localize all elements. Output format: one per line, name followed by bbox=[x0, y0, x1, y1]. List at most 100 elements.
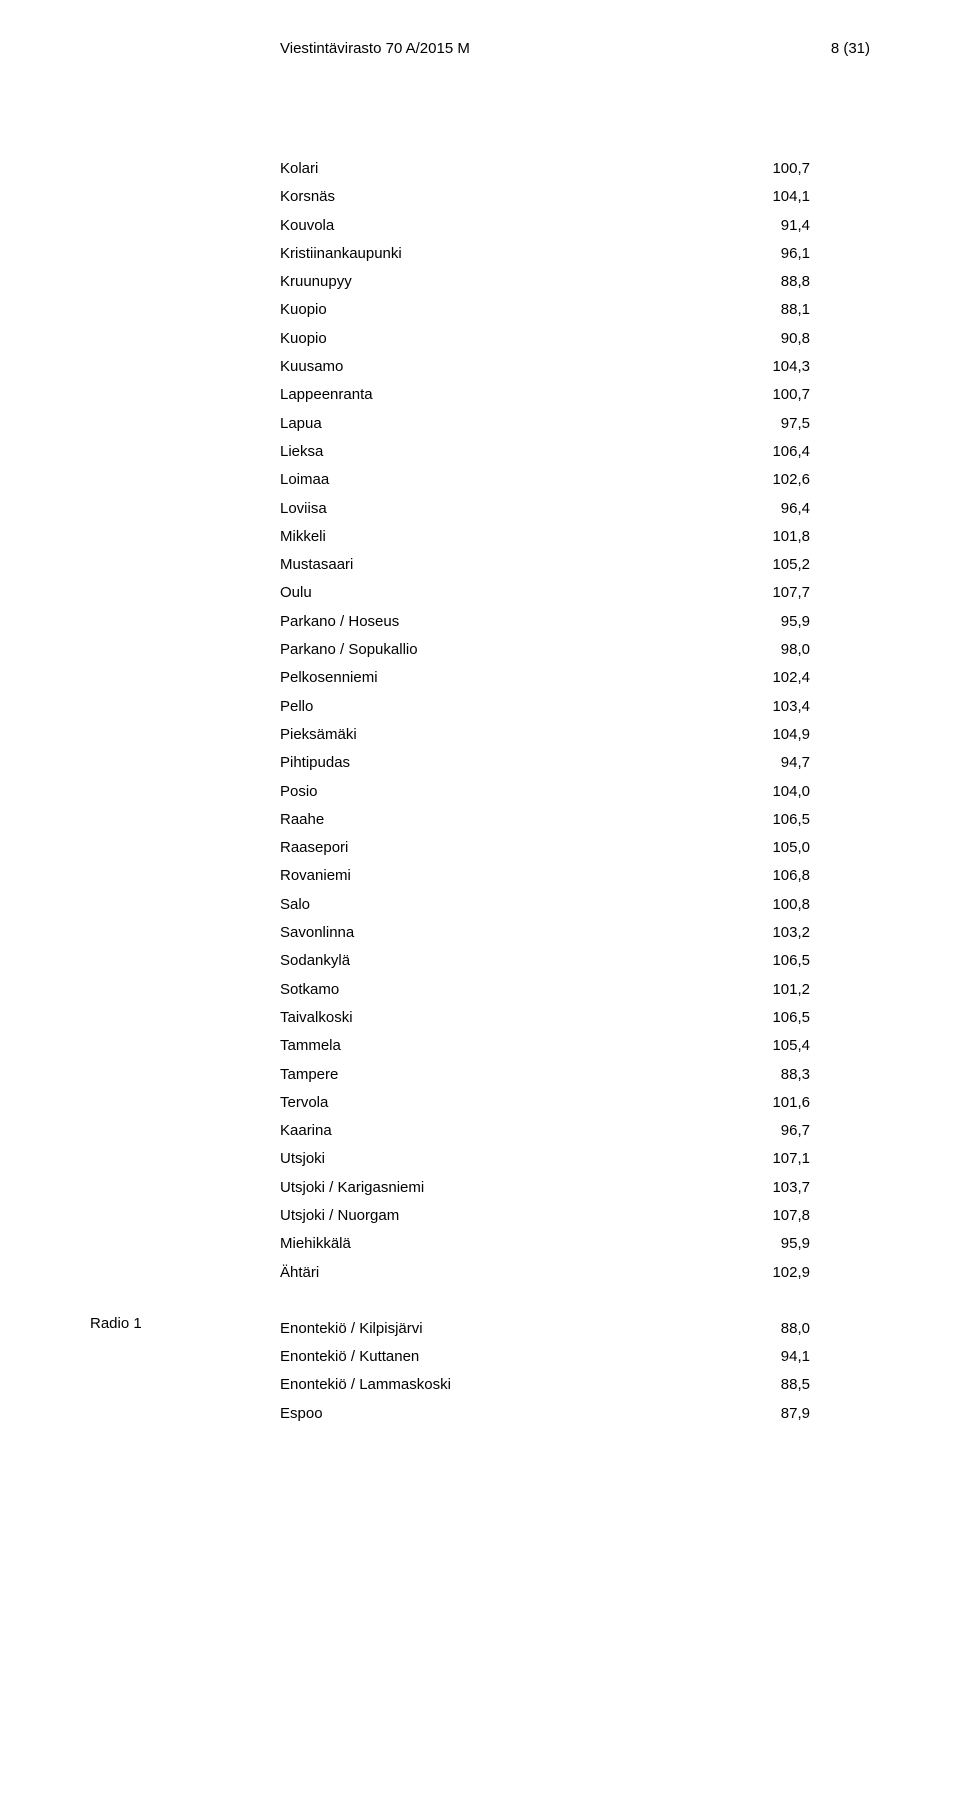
location-cell: Oulu bbox=[280, 579, 312, 607]
location-cell: Kristiinankaupunki bbox=[280, 240, 402, 268]
location-cell: Lieksa bbox=[280, 438, 323, 466]
table-row: Parkano / Hoseus95,9 bbox=[280, 608, 810, 636]
table-row: Mustasaari 105,2 bbox=[280, 551, 810, 579]
table-row: Raasepori 105,0 bbox=[280, 834, 810, 862]
table-row: Pello103,4 bbox=[280, 693, 810, 721]
table-row: Pelkosenniemi102,4 bbox=[280, 664, 810, 692]
location-cell: Ähtäri bbox=[280, 1259, 319, 1287]
frequency-cell: 103,2 bbox=[772, 919, 810, 947]
frequency-cell: 96,1 bbox=[781, 240, 810, 268]
frequency-cell: 104,3 bbox=[772, 353, 810, 381]
table-row: Kaarina96,7 bbox=[280, 1117, 810, 1145]
location-cell: Espoo bbox=[280, 1400, 323, 1428]
frequency-cell: 100,7 bbox=[772, 155, 810, 183]
table-row: Kruunupyy88,8 bbox=[280, 268, 810, 296]
table-row: Tervola 101,6 bbox=[280, 1089, 810, 1117]
frequency-cell: 106,8 bbox=[772, 862, 810, 890]
frequency-cell: 104,0 bbox=[772, 778, 810, 806]
page-header: Viestintävirasto 70 A/2015 M 8 (31) bbox=[280, 40, 870, 57]
location-cell: Salo bbox=[280, 891, 310, 919]
frequency-cell: 97,5 bbox=[781, 410, 810, 438]
table-row: Kouvola91,4 bbox=[280, 212, 810, 240]
location-cell: Miehikkälä bbox=[280, 1230, 351, 1258]
table-row: Kuusamo 104,3 bbox=[280, 353, 810, 381]
table-row: Lieksa 106,4 bbox=[280, 438, 810, 466]
location-cell: Sotkamo bbox=[280, 976, 339, 1004]
table-row: Tammela105,4 bbox=[280, 1032, 810, 1060]
location-cell: Taivalkoski bbox=[280, 1004, 353, 1032]
table-row: Lapua 97,5 bbox=[280, 410, 810, 438]
frequency-cell: 95,9 bbox=[781, 608, 810, 636]
location-cell: Savonlinna bbox=[280, 919, 354, 947]
table-row: Miehikkälä 95,9 bbox=[280, 1230, 810, 1258]
frequency-cell: 100,8 bbox=[772, 891, 810, 919]
location-cell: Enontekiö / Kilpisjärvi bbox=[280, 1315, 423, 1343]
section-radio-1: Enontekiö / Kilpisjärvi 88,0Enontekiö / K… bbox=[280, 1315, 810, 1428]
frequency-cell: 107,8 bbox=[772, 1202, 810, 1230]
location-cell: Lappeenranta bbox=[280, 381, 373, 409]
location-cell: Utsjoki / Nuorgam bbox=[280, 1202, 399, 1230]
doc-reference: Viestintävirasto 70 A/2015 M bbox=[280, 40, 470, 57]
location-cell: Pello bbox=[280, 693, 313, 721]
location-cell: Korsnäs bbox=[280, 183, 335, 211]
frequency-cell: 98,0 bbox=[781, 636, 810, 664]
table-row: Tampere 88,3 bbox=[280, 1061, 810, 1089]
frequency-cell: 105,0 bbox=[772, 834, 810, 862]
frequency-cell: 105,2 bbox=[772, 551, 810, 579]
section-label: Radio 1 bbox=[90, 1315, 142, 1332]
location-cell: Kuopio bbox=[280, 325, 327, 353]
table-row: Ähtäri 102,9 bbox=[280, 1259, 810, 1287]
location-cell: Kruunupyy bbox=[280, 268, 352, 296]
table-row: Lappeenranta 100,7 bbox=[280, 381, 810, 409]
table-row: Oulu 107,7 bbox=[280, 579, 810, 607]
location-cell: Utsjoki bbox=[280, 1145, 325, 1173]
table-row: Sodankylä106,5 bbox=[280, 947, 810, 975]
frequency-cell: 88,0 bbox=[781, 1315, 810, 1343]
location-cell: Rovaniemi bbox=[280, 862, 351, 890]
frequency-cell: 88,1 bbox=[781, 296, 810, 324]
location-cell: Lapua bbox=[280, 410, 322, 438]
table-row: Pieksämäki104,9 bbox=[280, 721, 810, 749]
table-row: Espoo 87,9 bbox=[280, 1400, 810, 1428]
frequency-cell: 102,9 bbox=[772, 1259, 810, 1287]
location-cell: Mustasaari bbox=[280, 551, 353, 579]
location-cell: Parkano / Sopukallio bbox=[280, 636, 418, 664]
table-row: Utsjoki 107,1 bbox=[280, 1145, 810, 1173]
frequency-cell: 106,5 bbox=[772, 947, 810, 975]
table-row: Kristiinankaupunki 96,1 bbox=[280, 240, 810, 268]
location-cell: Mikkeli bbox=[280, 523, 326, 551]
location-cell: Kuusamo bbox=[280, 353, 343, 381]
frequency-cell: 101,2 bbox=[772, 976, 810, 1004]
location-cell: Raasepori bbox=[280, 834, 348, 862]
table-row: Utsjoki / Karigasniemi103,7 bbox=[280, 1174, 810, 1202]
frequency-cell: 88,3 bbox=[781, 1061, 810, 1089]
table-row: Enontekiö / Kilpisjärvi 88,0 bbox=[280, 1315, 810, 1343]
frequency-cell: 106,5 bbox=[772, 806, 810, 834]
table-row: Salo 100,8 bbox=[280, 891, 810, 919]
frequency-cell: 104,9 bbox=[772, 721, 810, 749]
frequency-cell: 107,1 bbox=[772, 1145, 810, 1173]
location-cell: Posio bbox=[280, 778, 318, 806]
frequency-cell: 106,4 bbox=[772, 438, 810, 466]
table-row: Loimaa102,6 bbox=[280, 466, 810, 494]
table-row: Korsnäs 104,1 bbox=[280, 183, 810, 211]
table-row: Kuopio 90,8 bbox=[280, 325, 810, 353]
table-row: Rovaniemi 106,8 bbox=[280, 862, 810, 890]
frequency-cell: 95,9 bbox=[781, 1230, 810, 1258]
frequency-cell: 100,7 bbox=[772, 381, 810, 409]
location-cell: Kuopio bbox=[280, 296, 327, 324]
table-row: Savonlinna 103,2 bbox=[280, 919, 810, 947]
frequency-cell: 96,4 bbox=[781, 495, 810, 523]
frequency-cell: 104,1 bbox=[772, 183, 810, 211]
frequency-cell: 101,6 bbox=[772, 1089, 810, 1117]
location-cell: Loimaa bbox=[280, 466, 329, 494]
frequency-cell: 107,7 bbox=[772, 579, 810, 607]
table-row: Loviisa96,4 bbox=[280, 495, 810, 523]
frequency-cell: 87,9 bbox=[781, 1400, 810, 1428]
location-cell: Tampere bbox=[280, 1061, 338, 1089]
location-cell: Tervola bbox=[280, 1089, 328, 1117]
frequency-cell: 90,8 bbox=[781, 325, 810, 353]
location-cell: Enontekiö / Lammaskoski bbox=[280, 1371, 451, 1399]
table-row: Kuopio 88,1 bbox=[280, 296, 810, 324]
frequency-cell: 94,1 bbox=[781, 1343, 810, 1371]
